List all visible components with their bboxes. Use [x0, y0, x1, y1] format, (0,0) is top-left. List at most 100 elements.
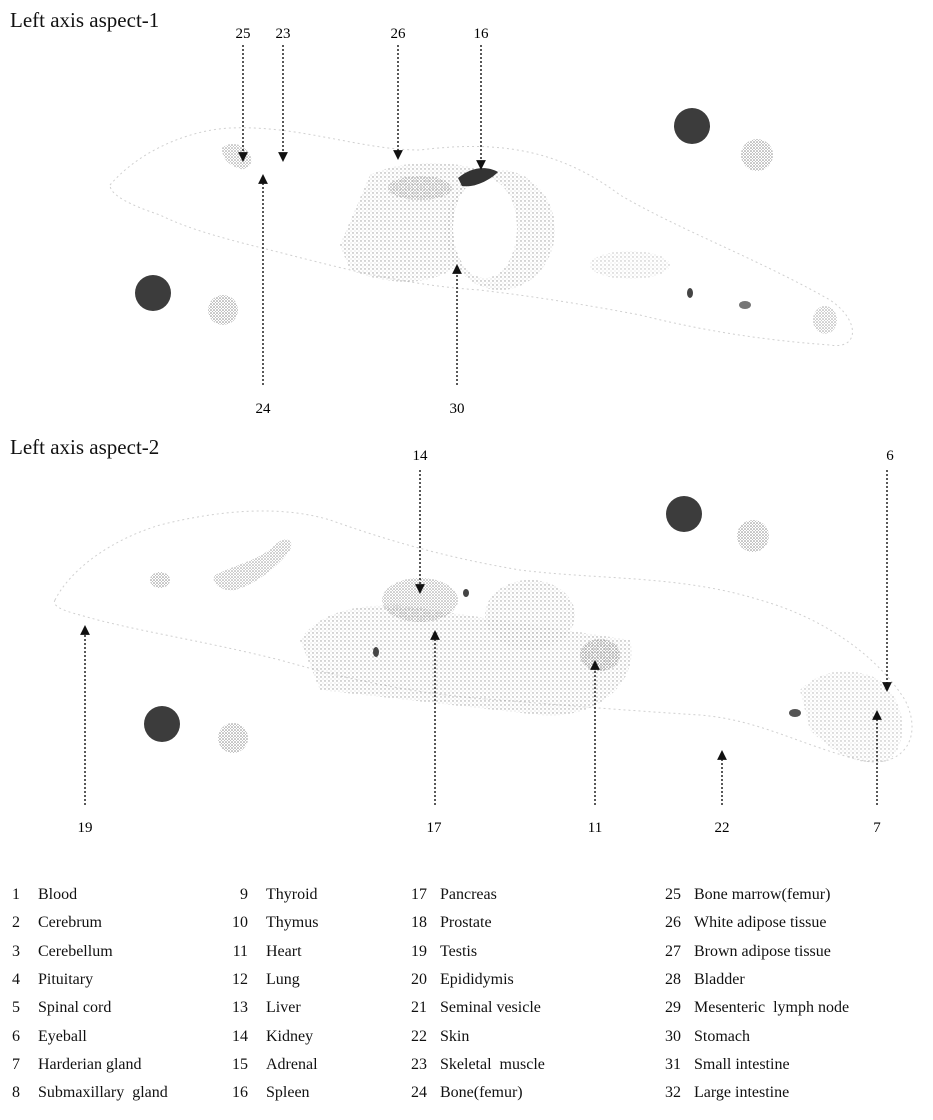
legend-item-number: 31	[665, 1055, 681, 1073]
legend-item-name: Cerebrum	[38, 914, 102, 932]
legend-item-number: 14	[232, 1027, 248, 1045]
legend-item-name: Spinal cord	[38, 999, 112, 1017]
head-structure-2	[213, 539, 292, 591]
panel-2-title: Left axis aspect-2	[10, 435, 160, 459]
small-dark-spot	[789, 709, 801, 717]
legend-item-number: 9	[240, 886, 248, 903]
callout-16: 16	[474, 26, 490, 42]
dark-reference-marker	[144, 706, 180, 742]
legend-item-number: 32	[665, 1084, 681, 1102]
legend-item-name: Eyeball	[38, 1027, 87, 1045]
legend-item-name: Pancreas	[440, 886, 497, 903]
light-reference-marker	[741, 139, 773, 171]
small-dark-spot	[463, 589, 469, 597]
callout-14: 14	[413, 448, 429, 464]
legend-item-number: 22	[411, 1027, 427, 1045]
heart-region	[580, 639, 620, 671]
light-reference-marker	[218, 723, 248, 753]
legend-item-name: Spleen	[266, 1084, 310, 1102]
callout-25: 25	[236, 26, 251, 42]
posterior-tissue-2	[813, 306, 837, 334]
dark-reference-marker	[135, 275, 171, 311]
legend-item-name: Testis	[440, 942, 478, 960]
body-outline	[53, 510, 913, 763]
legend-item-number: 2	[12, 914, 20, 932]
legend-item-name: Harderian gland	[38, 1055, 142, 1073]
legend-item-name: Bladder	[694, 970, 745, 988]
legend-item-number: 15	[232, 1055, 248, 1073]
legend-item-number: 7	[12, 1055, 20, 1073]
legend-item-name: Epididymis	[440, 970, 514, 988]
legend-item-number: 29	[665, 999, 681, 1017]
legend-item-name: Pituitary	[38, 970, 94, 988]
legend-item-name: Thyroid	[266, 886, 318, 903]
legend-item-number: 20	[411, 970, 427, 988]
legend-item-number: 25	[665, 886, 681, 903]
legend-item-name: Bone(femur)	[440, 1084, 523, 1102]
callout-7: 7	[873, 820, 881, 836]
legend-item-number: 16	[232, 1084, 248, 1102]
body-outline	[109, 127, 853, 346]
legend-item-number: 26	[665, 914, 681, 932]
panel-1-title: Left axis aspect-1	[10, 8, 160, 32]
legend-item-name: Seminal vesicle	[440, 999, 541, 1017]
legend-item-number: 10	[232, 914, 248, 932]
autoradiogram-figure: 25 23 26 16 24 30 14	[53, 26, 913, 836]
legend-item-number: 13	[232, 999, 248, 1017]
legend-item-name: White adipose tissue	[694, 914, 827, 932]
legend-item-name: Bone marrow(femur)	[694, 886, 831, 903]
liver-region	[485, 580, 575, 650]
dark-reference-marker	[666, 496, 702, 532]
legend-item-name: Cerebellum	[38, 942, 113, 960]
legend-item-number: 4	[12, 970, 20, 988]
dark-reference-marker	[674, 108, 710, 144]
legend-item-name: Kidney	[266, 1027, 314, 1045]
callout-26: 26	[391, 26, 407, 42]
legend-item-name: Brown adipose tissue	[694, 942, 831, 960]
small-dark-spot	[687, 288, 693, 298]
panel-2-section: 14 6 19 17 11 22 7	[53, 448, 913, 836]
spleen-region	[458, 168, 498, 187]
legend-item-number: 6	[12, 1027, 20, 1045]
stomach-inner	[453, 178, 517, 278]
legend-item-number: 24	[411, 1084, 427, 1102]
callout-22: 22	[715, 820, 730, 836]
adipose-core	[388, 176, 452, 200]
legend-item-number: 27	[665, 942, 681, 960]
legend-item-name: Large intestine	[694, 1084, 790, 1102]
callout-24: 24	[256, 401, 272, 417]
panel-1-section: 25 23 26 16 24 30	[109, 26, 853, 417]
legend-item-number: 17	[411, 886, 427, 903]
callout-23: 23	[276, 26, 291, 42]
legend-item-number: 23	[411, 1055, 427, 1073]
legend-item-number: 11	[232, 942, 248, 960]
legend-item-name: Heart	[266, 942, 302, 960]
legend-item-name: Small intestine	[694, 1055, 790, 1073]
legend-item-name: Mesenteric lymph node	[694, 999, 850, 1017]
legend-item-name: Submaxillary gland	[38, 1084, 168, 1102]
legend-item-name: Skin	[440, 1027, 470, 1045]
legend-item-number: 12	[232, 970, 248, 988]
light-reference-marker	[208, 295, 238, 325]
legend-item-number: 5	[12, 999, 20, 1017]
legend-item-name: Liver	[266, 999, 301, 1017]
callout-19: 19	[78, 820, 93, 836]
posterior-tissue	[800, 671, 903, 763]
light-reference-marker	[737, 520, 769, 552]
small-dark-spot	[373, 647, 379, 657]
legend-item-name: Stomach	[694, 1027, 750, 1045]
posterior-tissue	[590, 251, 670, 279]
legend-item-number: 19	[411, 942, 427, 960]
callout-6: 6	[886, 448, 894, 464]
legend-item-number: 21	[411, 999, 427, 1017]
legend-item-number: 30	[665, 1027, 681, 1045]
legend-item-number: 28	[665, 970, 681, 988]
legend-item-name: Thymus	[266, 914, 319, 932]
legend-item-name: Lung	[266, 970, 300, 988]
legend-item-name: Adrenal	[266, 1055, 318, 1073]
callout-11: 11	[588, 820, 602, 836]
legend-item-name: Blood	[38, 886, 78, 903]
legend-item-number: 3	[12, 942, 20, 960]
legend-item-name: Prostate	[440, 914, 492, 932]
kidney-region	[382, 578, 458, 622]
